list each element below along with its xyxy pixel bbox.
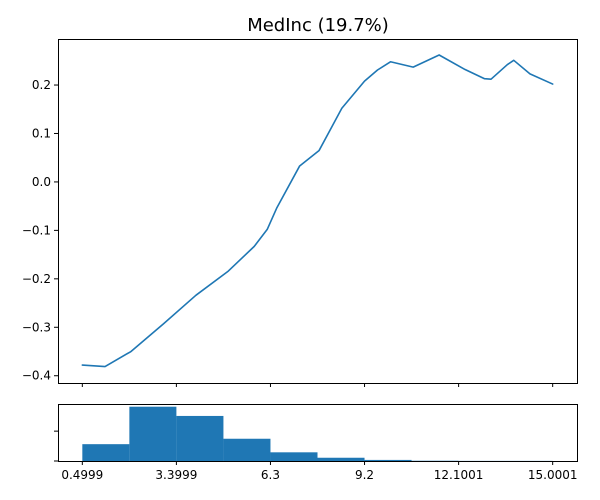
histogram-bar: [223, 438, 271, 461]
x-tick-label: 12.1001: [434, 468, 484, 482]
x-tick-label: 0.4999: [61, 468, 103, 482]
histogram-bar: [176, 415, 224, 461]
histogram-bar: [270, 452, 318, 461]
histogram-bar: [82, 444, 130, 461]
line-chart-frame: [58, 39, 578, 384]
x-tick-label: 3.3999: [155, 468, 197, 482]
x-tick-label: 15.0001: [528, 468, 578, 482]
y-tick-label: −0.1: [22, 223, 51, 237]
line-chart-panel: MedInc (19.7%) −0.4 −0.3 −0.2 −0.1 0.0 0.1 0.2: [22, 15, 578, 387]
y-tick-label: 0.0: [32, 175, 51, 189]
chart-title: MedInc (19.7%): [247, 15, 389, 36]
line-chart-plot-area: −0.4 −0.3 −0.2 −0.1 0.0 0.1 0.2: [22, 54, 554, 387]
y-tick-label: −0.3: [22, 320, 51, 334]
x-tick-label: 6.3: [261, 468, 280, 482]
histogram-plot-area: 0.4999 3.3999 6.3 9.2 12.1001 15.0001: [54, 406, 578, 482]
x-tick-label: 9.2: [355, 468, 374, 482]
histogram-frame: [58, 404, 578, 462]
histogram-panel: 0.4999 3.3999 6.3 9.2 12.1001 15.0001: [54, 404, 578, 482]
histogram-bar: [364, 459, 412, 461]
y-tick-label: 0.2: [32, 78, 51, 92]
series-line: [81, 54, 554, 368]
y-tick-label: 0.1: [32, 126, 51, 140]
y-tick-label: −0.4: [22, 369, 51, 383]
histogram-bar: [129, 406, 177, 461]
histogram-bar: [317, 457, 365, 461]
y-tick-label: −0.2: [22, 272, 51, 286]
